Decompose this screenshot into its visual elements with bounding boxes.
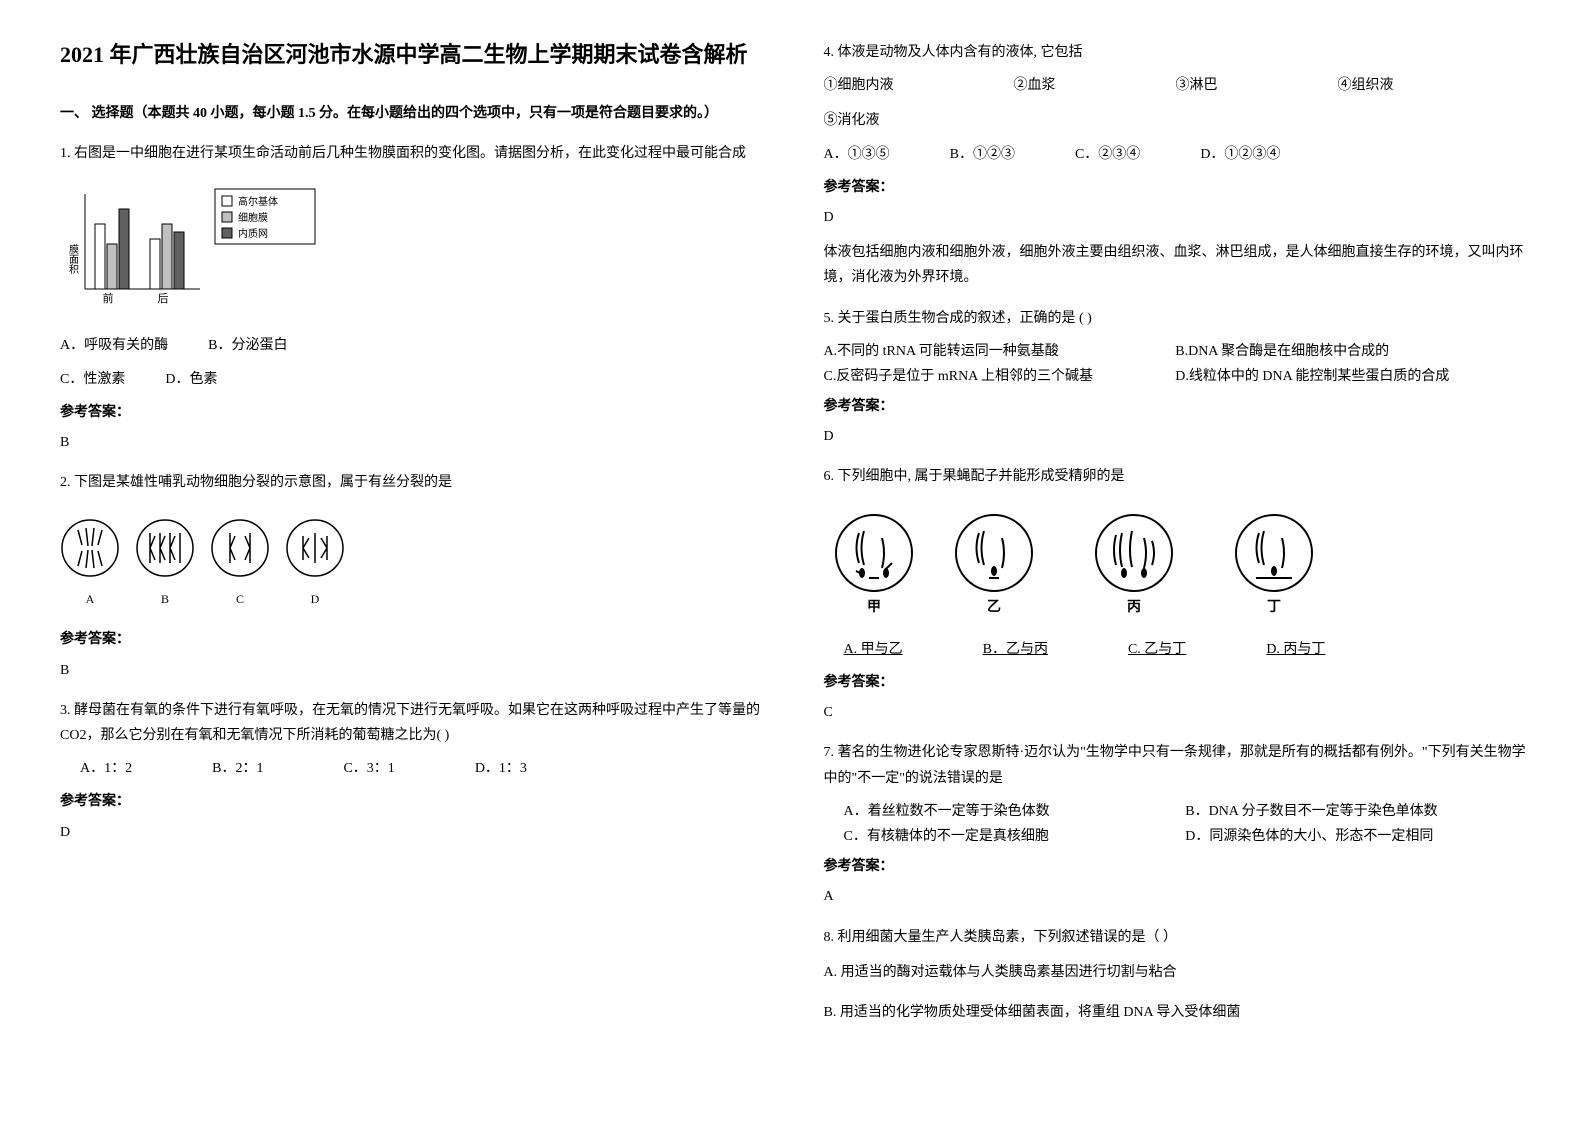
q1-options: A．呼吸有关的酶 B．分泌蛋白 [60,333,764,358]
q6-option-a: A. 甲与乙 [844,637,903,662]
q5-option-a: A.不同的 tRNA 可能转运同一种氨基酸 [824,339,1176,364]
q7-answer-label: 参考答案： [824,854,1528,879]
q3-options: A．1：2 B．2：1 C．3：1 D．1：3 [60,756,764,781]
q7-option-c: C．有核糖体的不一定是真核细胞 [844,824,1186,849]
q4-answer-label: 参考答案： [824,175,1528,200]
right-column: 4. 体液是动物及人体内含有的液体, 它包括 ①细胞内液 ②血浆 ③淋巴 ④组织… [824,40,1528,1040]
q4-item3: ③淋巴 [1176,73,1218,98]
q7-answer: A [824,884,1528,909]
question-2: 2. 下图是某雄性哺乳动物细胞分裂的示意图，属于有丝分裂的是 A B C [60,470,764,683]
q1-option-b: B．分泌蛋白 [208,333,287,358]
q1-answer-label: 参考答案： [60,400,764,425]
svg-text:乙: 乙 [987,599,1001,615]
q5-text: 5. 关于蛋白质生物合成的叙述，正确的是 ( ) [824,306,1528,331]
q4-item2: ②血浆 [1014,73,1056,98]
svg-text:内质网: 内质网 [238,227,268,240]
question-1: 1. 右图是一中细胞在进行某项生命活动前后几种生物膜面积的变化图。请据图分析，在… [60,141,764,455]
q1-option-c: C．性激素 [60,367,125,392]
q7-option-a: A．着丝粒数不一定等于染色体数 [844,799,1186,824]
q6-option-b: B．乙与丙 [983,637,1048,662]
svg-text:丙: 丙 [1127,599,1141,615]
q3-option-a: A．1：2 [80,756,132,781]
q4-options: A．①③⑤ B．①②③ C．②③④ D．①②③④ [824,142,1528,167]
svg-text:细胞膜: 细胞膜 [238,211,268,224]
q4-answer: D [824,205,1528,230]
left-column: 2021 年广西壮族自治区河池市水源中学高二生物上学期期末试卷含解析 一、 选择… [60,40,764,1040]
q3-option-c: C．3：1 [343,756,394,781]
q6-text: 6. 下列细胞中, 属于果蝇配子并能形成受精卵的是 [824,464,1528,489]
question-7: 7. 著名的生物进化论专家恩斯特·迈尔认为"生物学中只有一条规律，那就是所有的概… [824,740,1528,909]
q5-option-d: D.线粒体中的 DNA 能控制某些蛋白质的合成 [1175,364,1527,389]
q4-option-d: D．①②③④ [1200,142,1280,167]
question-6: 6. 下列细胞中, 属于果蝇配子并能形成受精卵的是 甲 乙 丙 [824,464,1528,725]
q4-text: 4. 体液是动物及人体内含有的液体, 它包括 [824,40,1528,65]
svg-text:高尔基体: 高尔基体 [238,195,278,208]
question-4: 4. 体液是动物及人体内含有的液体, 它包括 ①细胞内液 ②血浆 ③淋巴 ④组织… [824,40,1528,291]
q6-answer: C [824,700,1528,725]
q2-diagram: A B C D [60,513,360,603]
q1-options-row2: C．性激素 D．色素 [60,367,764,392]
svg-text:膜面积: 膜面积 [67,244,79,275]
svg-text:甲: 甲 [867,599,881,615]
q5-answer-label: 参考答案： [824,394,1528,419]
q1-text: 1. 右图是一中细胞在进行某项生命活动前后几种生物膜面积的变化图。请据图分析，在… [60,141,764,166]
q2-answer-label: 参考答案： [60,627,764,652]
q4-item5: ⑤消化液 [824,108,880,133]
q8-option-b: B. 用适当的化学物质处理受体细菌表面，将重组 DNA 导入受体细菌 [824,1000,1528,1025]
q3-answer: D [60,820,764,845]
document-title: 2021 年广西壮族自治区河池市水源中学高二生物上学期期末试卷含解析 [60,40,764,71]
q5-option-b: B.DNA 聚合酶是在细胞核中合成的 [1175,339,1527,364]
q4-item1: ①细胞内液 [824,73,894,98]
q1-option-d: D．色素 [165,367,217,392]
q6-diagram: 甲 乙 丙 丁 [824,508,1344,618]
q4-items: ①细胞内液 ②血浆 ③淋巴 ④组织液 ⑤消化液 [824,73,1528,133]
q3-text: 3. 酵母菌在有氧的条件下进行有氧呼吸，在无氧的情况下进行无氧呼吸。如果它在这两… [60,698,764,748]
q7-option-b: B．DNA 分子数目不一定等于染色单体数 [1185,799,1527,824]
svg-text:丁: 丁 [1267,600,1281,615]
question-8: 8. 利用细菌大量生产人类胰岛素，下列叙述错误的是（ ） A. 用适当的酶对运载… [824,925,1528,1026]
q6-options: A. 甲与乙 B．乙与丙 C. 乙与丁 D. 丙与丁 [824,637,1528,662]
q3-option-b: B．2：1 [212,756,263,781]
q4-explanation: 体液包括细胞内液和细胞外液，细胞外液主要由组织液、血浆、淋巴组成，是人体细胞直接… [824,240,1528,290]
svg-text:B: B [161,592,169,603]
svg-text:D: D [311,592,320,603]
q2-text: 2. 下图是某雄性哺乳动物细胞分裂的示意图，属于有丝分裂的是 [60,470,764,495]
q8-text: 8. 利用细菌大量生产人类胰岛素，下列叙述错误的是（ ） [824,925,1528,950]
q5-option-c: C.反密码子是位于 mRNA 上相邻的三个碱基 [824,364,1176,389]
q5-options: A.不同的 tRNA 可能转运同一种氨基酸 B.DNA 聚合酶是在细胞核中合成的… [824,339,1528,389]
question-5: 5. 关于蛋白质生物合成的叙述，正确的是 ( ) A.不同的 tRNA 可能转运… [824,306,1528,450]
q8-option-a: A. 用适当的酶对运载体与人类胰岛素基因进行切割与粘合 [824,960,1528,985]
q3-option-d: D．1：3 [475,756,527,781]
q4-option-b: B．①②③ [950,142,1015,167]
svg-text:A: A [86,592,95,603]
q6-answer-label: 参考答案： [824,670,1528,695]
q5-answer: D [824,424,1528,449]
section-header: 一、 选择题（本题共 40 小题，每小题 1.5 分。在每小题给出的四个选项中，… [60,101,764,126]
q7-options: A．着丝粒数不一定等于染色体数 B．DNA 分子数目不一定等于染色单体数 C．有… [824,799,1528,849]
svg-text:C: C [236,592,244,603]
question-3: 3. 酵母菌在有氧的条件下进行有氧呼吸，在无氧的情况下进行无氧呼吸。如果它在这两… [60,698,764,845]
q4-option-c: C．②③④ [1075,142,1140,167]
q1-option-a: A．呼吸有关的酶 [60,333,168,358]
q7-option-d: D．同源染色体的大小、形态不一定相同 [1185,824,1527,849]
q4-option-a: A．①③⑤ [824,142,890,167]
q1-chart: 膜面积 前 后 高尔基体 细胞膜 内质网 [60,184,320,314]
svg-text:前: 前 [103,291,114,305]
svg-text:后: 后 [158,292,169,305]
q7-text: 7. 著名的生物进化论专家恩斯特·迈尔认为"生物学中只有一条规律，那就是所有的概… [824,740,1528,790]
q1-answer: B [60,430,764,455]
q2-answer: B [60,658,764,683]
q6-option-c: C. 乙与丁 [1128,637,1186,662]
q6-option-d: D. 丙与丁 [1266,637,1325,662]
q3-answer-label: 参考答案： [60,789,764,814]
q4-item4: ④组织液 [1338,73,1394,98]
